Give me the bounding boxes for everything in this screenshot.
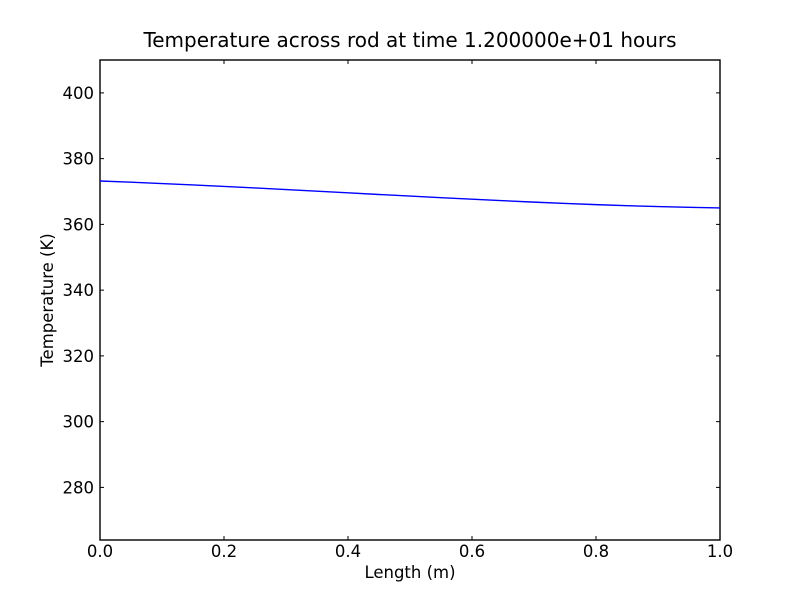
y-tick-label: 300 — [63, 413, 95, 432]
x-axis-label: Length (m) — [364, 563, 455, 582]
y-tick-label: 320 — [63, 347, 95, 366]
x-tick-label: 0.6 — [459, 542, 485, 561]
x-tick-label: 0.8 — [583, 542, 609, 561]
temperature-profile-line — [99, 180, 721, 209]
x-tick-label: 0.2 — [211, 542, 237, 561]
chart-title: Temperature across rod at time 1.200000e… — [142, 28, 676, 52]
y-tick-label: 400 — [63, 84, 95, 103]
x-tick-label: 0.0 — [87, 542, 113, 561]
y-axis-label: Temperature (K) — [38, 233, 57, 367]
y-tick-label: 360 — [63, 215, 95, 234]
y-tick-label: 380 — [63, 150, 95, 169]
x-tick-label: 1.0 — [707, 542, 733, 561]
y-tick-label: 280 — [63, 478, 95, 497]
axes-frame — [99, 59, 721, 541]
x-tick-label: 0.4 — [335, 542, 361, 561]
plot-area: 0.0 0.2 0.4 0.6 0.8 1.0 280 300 320 340 360 380 400 — [63, 59, 733, 561]
y-tick-label: 340 — [63, 281, 95, 300]
